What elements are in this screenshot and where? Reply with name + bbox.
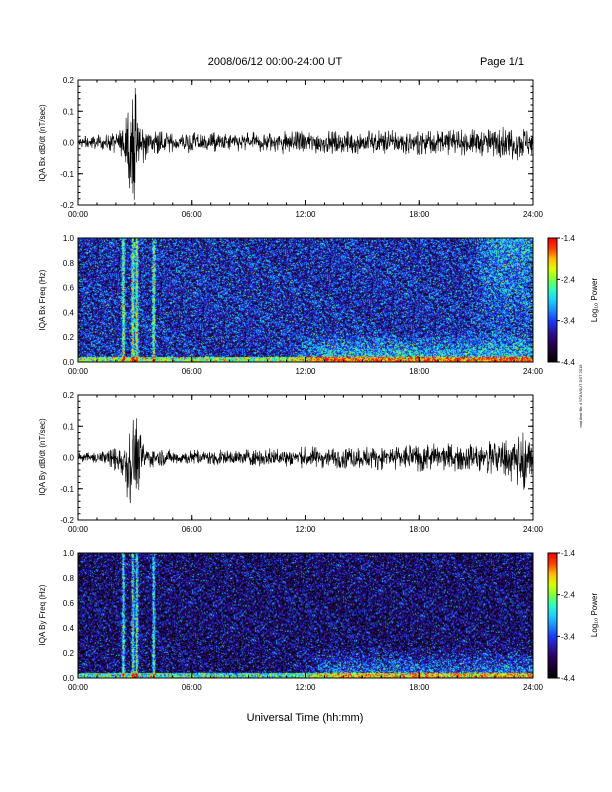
y-tick-label: 0.0 [63, 674, 75, 683]
colorbar-tick-label: -4.4 [561, 358, 575, 367]
x-tick-label: 12:00 [295, 367, 316, 376]
y-tick-label: 0.4 [63, 624, 75, 633]
by-spectrogram-panel: IQA By Freq (Hz) Log₁₀ Power 00:00 06:00 1… [38, 549, 599, 692]
by-colorbar-label: Log₁₀ Power [590, 593, 599, 638]
x-tick-label: 18:00 [409, 525, 430, 534]
y-tick-label: 0.8 [63, 574, 75, 583]
x-tick-label: 24:00 [523, 210, 544, 219]
y-tick-label: -0.1 [60, 170, 74, 179]
x-tick-label: 12:00 [295, 525, 316, 534]
y-tick-label: 0.1 [63, 107, 75, 116]
x-tick-label: 24:00 [523, 525, 544, 534]
y-tick-label: -0.2 [60, 516, 74, 525]
y-tick-label: 0.4 [63, 308, 75, 317]
y-tick-label: 0.1 [63, 422, 75, 431]
x-tick-label: 06:00 [182, 367, 203, 376]
y-tick-label: -0.1 [60, 485, 74, 494]
spectrogram-image [78, 238, 533, 362]
colorbar-frame [547, 237, 558, 363]
colorbar [548, 553, 557, 678]
colorbar-tick-label: -3.4 [561, 632, 575, 641]
y-tick-label: -0.2 [60, 201, 74, 210]
y-tick-label: 0.2 [63, 391, 75, 400]
x-tick-label: 18:00 [409, 210, 430, 219]
x-tick-label: 06:00 [182, 210, 203, 219]
bx-spectrogram-ylabel: IQA Bx Freq (Hz) [38, 269, 47, 330]
x-tick-label: 00:00 [68, 683, 89, 692]
y-tick-label: 0.2 [63, 76, 75, 85]
bx-colorbar-label: Log₁₀ Power [590, 278, 599, 323]
x-tick-label: 18:00 [409, 683, 430, 692]
colorbar-tick-label: -2.4 [561, 275, 575, 284]
colorbar-tick-label: -1.4 [561, 234, 575, 243]
x-tick-label: 06:00 [182, 525, 203, 534]
y-tick-label: 1.0 [63, 234, 75, 243]
x-tick-label: 24:00 [523, 683, 544, 692]
dbdt-trace [77, 418, 534, 504]
dbdt-trace [77, 88, 534, 200]
colorbar-tick-label: -4.4 [561, 674, 575, 683]
x-tick-label: 00:00 [68, 210, 89, 219]
y-tick-label: 0.0 [63, 454, 75, 463]
x-tick-label: 06:00 [182, 683, 203, 692]
x-axis-label: Universal Time (hh:mm) [247, 712, 364, 724]
y-tick-label: 1.0 [63, 549, 75, 558]
colorbar-tick-label: -2.4 [561, 591, 575, 600]
side-note: mat lkwr file 4 STANSUT DST 2019 [578, 364, 583, 428]
by-spectrogram-ylabel: IQA By Freq (Hz) [38, 584, 47, 645]
y-tick-label: 0.0 [63, 358, 75, 367]
colorbar-tick-label: -1.4 [561, 549, 575, 558]
x-tick-label: 24:00 [523, 367, 544, 376]
x-tick-label: 00:00 [68, 367, 89, 376]
by-dbdt-panel: IQA By dB/dt (nT/sec) 00:00 06:00 12:00 18:… [38, 391, 544, 534]
y-tick-label: 0.2 [63, 649, 75, 658]
bx-spectrogram-panel: IQA Bx Freq (Hz) Log₁₀ Power 00:00 06:00 1… [38, 234, 599, 376]
page-title: 2008/06/12 00:00-24:00 UT [208, 56, 343, 68]
x-tick-label: 12:00 [295, 683, 316, 692]
bx-dbdt-panel: IQA Bx dB/dt (nT/sec) 00:00 06:00 12:00 18:… [38, 76, 544, 219]
colorbar-tick-label: -3.4 [561, 317, 575, 326]
colorbar-frame [547, 552, 558, 679]
spectrogram-image [78, 553, 533, 678]
by-dbdt-ylabel: IQA By dB/dt (nT/sec) [38, 418, 47, 496]
y-tick-label: 0.6 [63, 599, 75, 608]
x-tick-label: 18:00 [409, 367, 430, 376]
y-tick-label: 0.0 [63, 139, 75, 148]
x-tick-label: 00:00 [68, 525, 89, 534]
y-tick-label: 0.6 [63, 284, 75, 293]
colorbar [548, 238, 557, 362]
y-tick-label: 0.8 [63, 259, 75, 268]
bx-dbdt-ylabel: IQA Bx dB/dt (nT/sec) [38, 104, 47, 182]
page-number: Page 1/1 [480, 56, 524, 68]
y-tick-label: 0.2 [63, 333, 75, 342]
x-tick-label: 12:00 [295, 210, 316, 219]
